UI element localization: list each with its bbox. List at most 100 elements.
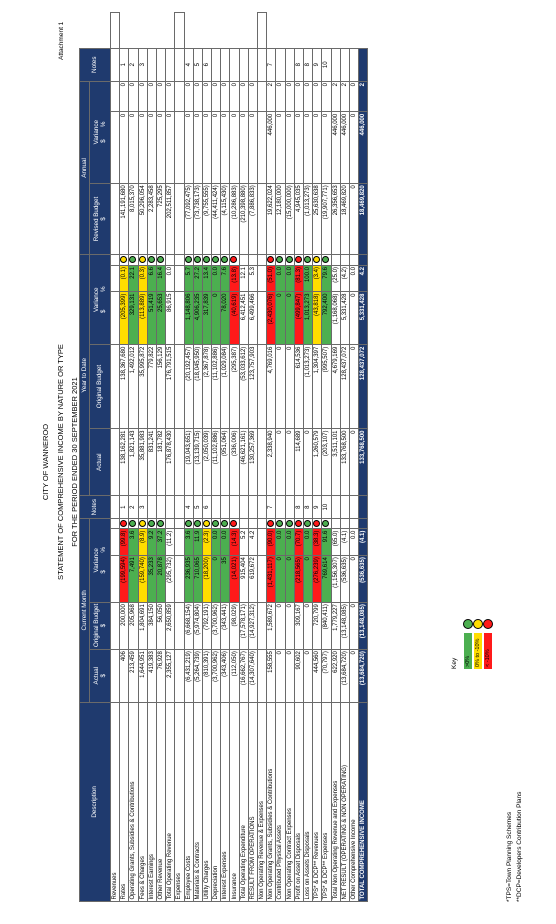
- annual-variance-amount: 0: [184, 111, 194, 184]
- empty-cell: [257, 518, 267, 529]
- cm-actual: (70,797): [321, 649, 331, 703]
- status-circle-icon: [230, 256, 238, 264]
- annual-variance-pct: 2: [266, 81, 276, 112]
- cm-original-budget: (6,668,154): [184, 602, 194, 650]
- table-row: Interest Expenses (343,406) (343,441) 35 0.0…: [220, 13, 230, 902]
- ytd-indicator: [128, 254, 139, 266]
- annual-note: 9: [312, 48, 322, 82]
- empty-cell: [257, 495, 267, 519]
- ytd-variance-amount: 25,653: [156, 291, 166, 345]
- cm-note: 8: [303, 495, 313, 519]
- cm-original-budget: (17,578,171): [239, 602, 249, 650]
- table-row: Contributed Physical Assets 0 0 0 0.0 0 0 0 0.0 1…: [275, 13, 286, 902]
- annual-revised-budget: (73,738,173): [193, 183, 203, 255]
- annual-revised-budget: 18,469,820: [358, 183, 368, 255]
- annual-variance-pct: 0: [312, 81, 322, 112]
- cm-note: 1: [119, 495, 129, 519]
- cm-indicator: [147, 518, 157, 529]
- row-description: NET RESULT (OPERATING & NON OPERATING): [340, 702, 350, 902]
- empty-cell: [174, 254, 184, 266]
- cm-original-budget: (13,148,085): [358, 602, 368, 650]
- ytd-original-budget: 1,492,012: [128, 344, 139, 429]
- cm-variance-amount: 0: [275, 555, 286, 603]
- annual-revised-budget: (19,907,771): [321, 183, 331, 255]
- empty-cell: [174, 518, 184, 529]
- ytd-original-budget: 128,437,072: [340, 344, 350, 429]
- org-title: CITY OF WANNEROO: [41, 423, 50, 501]
- key-circle-major: [483, 619, 493, 629]
- annual-variance-pct: 0: [193, 81, 203, 112]
- annual-variance-amount: 0: [229, 111, 240, 184]
- cm-variance-pct: 91.6: [321, 528, 331, 556]
- cm-actual: 1,644,951: [138, 649, 148, 703]
- annual-variance-pct: 0: [184, 81, 194, 112]
- empty-cell: [174, 495, 184, 519]
- ytd-variance-pct: (25.0): [331, 265, 341, 292]
- ytd-original-budget: 128,437,072: [358, 344, 368, 429]
- table-row: Loss on Assets Disposals 0 0 0 0.0 8 0 (1,013,2…: [303, 13, 313, 902]
- status-circle-icon: [156, 520, 164, 527]
- annual-revised-budget: 50,296,054: [138, 183, 148, 255]
- cm-variance-pct: (11.2): [165, 528, 175, 556]
- cm-indicator: [220, 518, 230, 529]
- table-row: Rates 406 200,000 (199,594) (99.8) 1 138,162,2…: [119, 13, 129, 902]
- empty-cell: [110, 81, 120, 112]
- cm-indicator: [119, 518, 129, 529]
- cm-actual: 0: [303, 649, 313, 703]
- attachment-label: Attachment 1: [58, 21, 65, 60]
- annual-note: 1: [119, 48, 129, 82]
- cm-variance-pct: (90.0): [266, 528, 276, 556]
- ytd-original-budget: 123,757,903: [248, 344, 258, 429]
- ytd-original-budget: (11,102,886): [211, 344, 221, 429]
- cm-indicator: [248, 518, 258, 529]
- row-description: Total Operating Expenditure: [239, 702, 249, 902]
- header-current-month: Current Month: [79, 518, 90, 703]
- status-circle-icon: [303, 520, 311, 527]
- annual-variance-amount: 0: [275, 111, 286, 184]
- status-circle-icon: [322, 520, 330, 527]
- ytd-original-budget: 35,995,872: [138, 344, 148, 429]
- statement-title: STATEMENT OF COMPREHENSIVE INCOME BY NAT…: [56, 344, 65, 580]
- cm-indicator: [229, 518, 240, 529]
- ytd-variance-amount: 5,331,428: [358, 291, 368, 345]
- cm-indicator: [340, 518, 350, 529]
- table-row: Total Operating Expenditure (16,662,767)(…: [239, 13, 249, 902]
- table-row: Total Operating Revenue 2,355,127 2,650,85…: [165, 13, 175, 902]
- row-description: Profit on Asset Disposals: [294, 702, 304, 902]
- ytd-actual: 176,878,430: [165, 428, 175, 496]
- annual-variance-amount: 0: [312, 111, 322, 184]
- row-description: Insurance: [229, 702, 240, 902]
- ytd-actual: (2,050,039): [202, 428, 212, 496]
- empty-cell: [174, 602, 184, 650]
- key-row-major: < -10%: [483, 619, 493, 669]
- ytd-actual: 35,881,983: [138, 428, 148, 496]
- annual-variance-amount: 0: [128, 111, 139, 184]
- footnote-tps: *TPS=Town Planning Schemes: [506, 811, 513, 902]
- annual-revised-budget: 0: [349, 183, 359, 255]
- ytd-variance-pct: 12.1: [239, 265, 249, 292]
- ytd-variance-pct: (51.0): [266, 265, 276, 292]
- cm-note: [331, 495, 341, 519]
- annual-note: [165, 48, 175, 82]
- cm-variance-amount: (1,156,307): [331, 555, 341, 603]
- ytd-variance-amount: 792,400: [321, 291, 331, 345]
- status-circle-icon: [285, 256, 293, 264]
- cm-indicator: [312, 518, 322, 529]
- annual-variance-amount: 0: [202, 111, 212, 184]
- empty-cell: [174, 528, 184, 556]
- header-cm-actual: Actual $: [89, 649, 111, 703]
- empty-cell: [174, 428, 184, 496]
- status-circle-icon: [294, 256, 302, 264]
- status-circle-icon: [147, 256, 155, 264]
- cm-variance-pct: (38.3): [312, 528, 322, 556]
- annual-variance-pct: 0: [128, 81, 139, 112]
- statement-table: Description Current Month Notes Year to …: [79, 12, 368, 902]
- cm-indicator: [275, 518, 286, 529]
- annual-note: 10: [321, 48, 331, 82]
- cm-variance-pct: (65.0): [331, 528, 341, 556]
- status-circle-icon: [313, 520, 321, 527]
- header-annual: Annual: [79, 81, 90, 255]
- cm-variance-amount: 236,935: [184, 555, 194, 603]
- cm-indicator: [285, 518, 295, 529]
- annual-note: [239, 48, 249, 82]
